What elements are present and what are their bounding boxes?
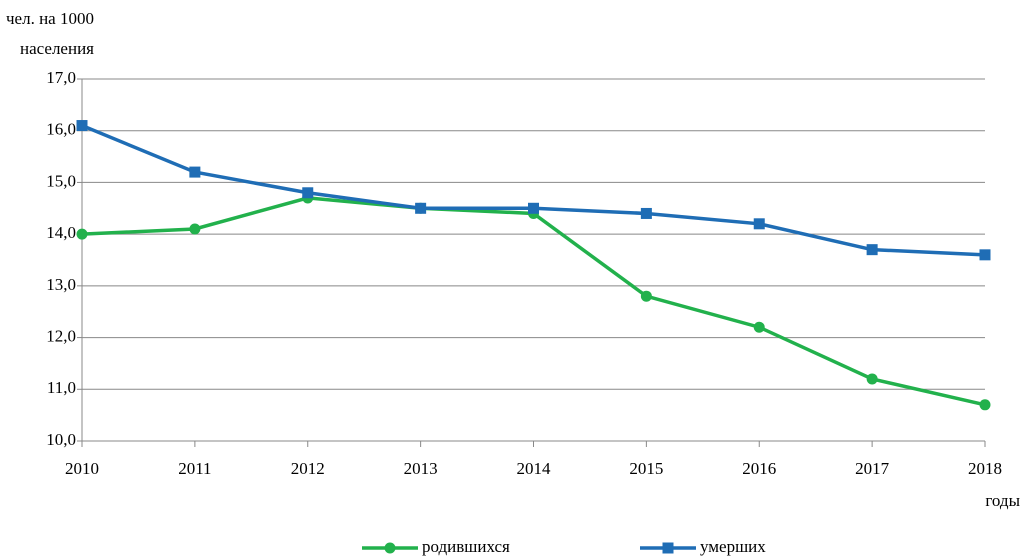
y-tick-label: 14,0 bbox=[46, 223, 76, 242]
legend-marker bbox=[662, 542, 674, 554]
x-tick-label: 2012 bbox=[291, 459, 325, 478]
y-tick-label: 10,0 bbox=[46, 430, 76, 449]
point bbox=[302, 187, 314, 199]
point bbox=[979, 399, 991, 411]
point bbox=[76, 228, 88, 240]
point bbox=[528, 202, 539, 214]
y-tick-label: 11,0 bbox=[47, 378, 76, 397]
point bbox=[979, 249, 991, 261]
point bbox=[189, 223, 201, 235]
x-tick-label: 2010 bbox=[65, 459, 99, 478]
legend-label: родившихся bbox=[422, 537, 510, 556]
x-tick-label: 2013 bbox=[404, 459, 438, 478]
x-axis-label: годы bbox=[985, 491, 1020, 510]
y-tick-label: 12,0 bbox=[46, 326, 76, 345]
y-axis-label: населения bbox=[20, 39, 94, 58]
y-tick-label: 13,0 bbox=[46, 275, 76, 294]
y-tick-label: 15,0 bbox=[46, 171, 76, 190]
point bbox=[640, 290, 652, 302]
point bbox=[640, 207, 652, 219]
point bbox=[866, 244, 878, 256]
x-tick-label: 2017 bbox=[855, 459, 890, 478]
y-tick-label: 17,0 bbox=[46, 68, 76, 87]
point bbox=[189, 166, 201, 178]
legend-label: умерших bbox=[700, 537, 766, 556]
point bbox=[866, 373, 878, 385]
point bbox=[415, 202, 427, 214]
y-axis-label: чел. на 1000 bbox=[6, 9, 94, 28]
point bbox=[753, 321, 765, 333]
y-tick-label: 16,0 bbox=[46, 120, 76, 139]
x-tick-label: 2018 bbox=[968, 459, 1002, 478]
x-tick-label: 2011 bbox=[178, 459, 211, 478]
x-tick-label: 2015 bbox=[629, 459, 663, 478]
point bbox=[76, 120, 88, 132]
legend-marker bbox=[384, 542, 396, 554]
x-tick-label: 2016 bbox=[742, 459, 776, 478]
series-line bbox=[81, 196, 986, 407]
x-tick-label: 2014 bbox=[517, 459, 552, 478]
point bbox=[753, 218, 765, 230]
series-line bbox=[81, 123, 986, 257]
